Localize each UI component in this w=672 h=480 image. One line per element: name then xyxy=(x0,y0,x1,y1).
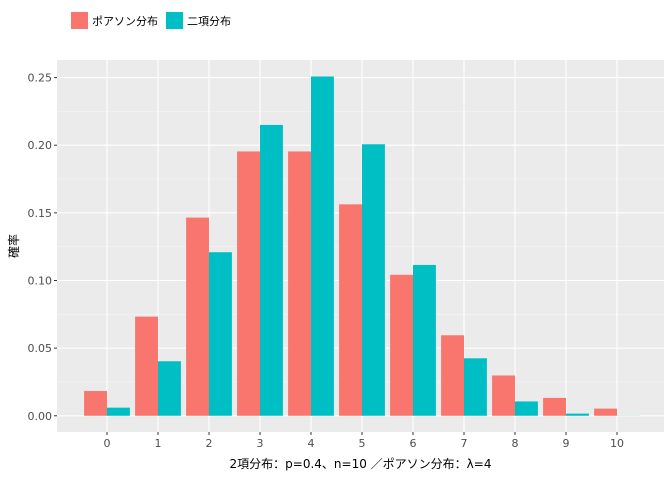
bar-binomial-5 xyxy=(362,144,385,416)
x-tick-label: 0 xyxy=(104,437,111,450)
bar-binomial-6 xyxy=(413,264,436,416)
bar-poisson-8 xyxy=(492,375,515,416)
bar-poisson-4 xyxy=(288,151,311,416)
bar-poisson-5 xyxy=(339,204,362,416)
legend-item-poisson: ポアソン分布 xyxy=(71,12,158,29)
bar-binomial-9 xyxy=(566,413,589,416)
bar-poisson-2 xyxy=(186,217,209,416)
x-tick-label: 6 xyxy=(410,437,417,450)
bar-poisson-3 xyxy=(237,151,260,416)
bar-binomial-2 xyxy=(209,252,232,416)
y-tick-label: 0.15 xyxy=(28,207,53,220)
x-tick-label: 4 xyxy=(308,437,315,450)
bar-binomial-3 xyxy=(260,124,283,416)
y-axis: 0.00 0.05 0.10 0.15 0.20 0.25 xyxy=(28,72,57,423)
legend-item-binomial: 二項分布 xyxy=(166,12,231,29)
bar-poisson-9 xyxy=(543,397,566,416)
legend-label-poisson: ポアソン分布 xyxy=(92,14,158,28)
x-tick-label: 3 xyxy=(257,437,264,450)
bar-poisson-0 xyxy=(84,391,107,416)
bar-binomial-1 xyxy=(158,361,181,416)
x-tick-label: 10 xyxy=(610,437,624,450)
bar-binomial-7 xyxy=(464,358,487,416)
legend-key-binomial xyxy=(166,12,183,29)
x-tick-label: 8 xyxy=(512,437,519,450)
y-tick-label: 0.05 xyxy=(28,342,53,355)
x-axis: 0 1 2 3 4 5 6 7 8 9 10 xyxy=(104,432,624,450)
bar-poisson-10 xyxy=(594,408,617,416)
x-tick-label: 2 xyxy=(206,437,213,450)
bars xyxy=(84,76,640,416)
x-tick-label: 1 xyxy=(155,437,162,450)
legend: ポアソン分布 二項分布 xyxy=(71,12,233,29)
y-axis-title: 確率 xyxy=(6,234,21,258)
bar-poisson-6 xyxy=(390,274,413,416)
bar-poisson-1 xyxy=(135,316,158,416)
x-axis-title: 2項分布：p=0.4、n=10 ／ポアソン分布：λ=4 xyxy=(230,457,492,471)
y-tick-label: 0.10 xyxy=(28,274,53,287)
bar-binomial-4 xyxy=(311,76,334,416)
y-tick-label: 0.00 xyxy=(28,410,53,423)
bar-binomial-8 xyxy=(515,401,538,416)
legend-label-binomial: 二項分布 xyxy=(187,14,231,28)
y-tick-label: 0.20 xyxy=(28,139,53,152)
y-tick-label: 0.25 xyxy=(28,72,53,85)
bar-poisson-7 xyxy=(441,335,464,416)
x-tick-label: 5 xyxy=(359,437,366,450)
legend-key-poisson xyxy=(71,12,88,29)
x-tick-label: 7 xyxy=(461,437,468,450)
bar-binomial-0 xyxy=(107,407,130,416)
x-tick-label: 9 xyxy=(563,437,570,450)
